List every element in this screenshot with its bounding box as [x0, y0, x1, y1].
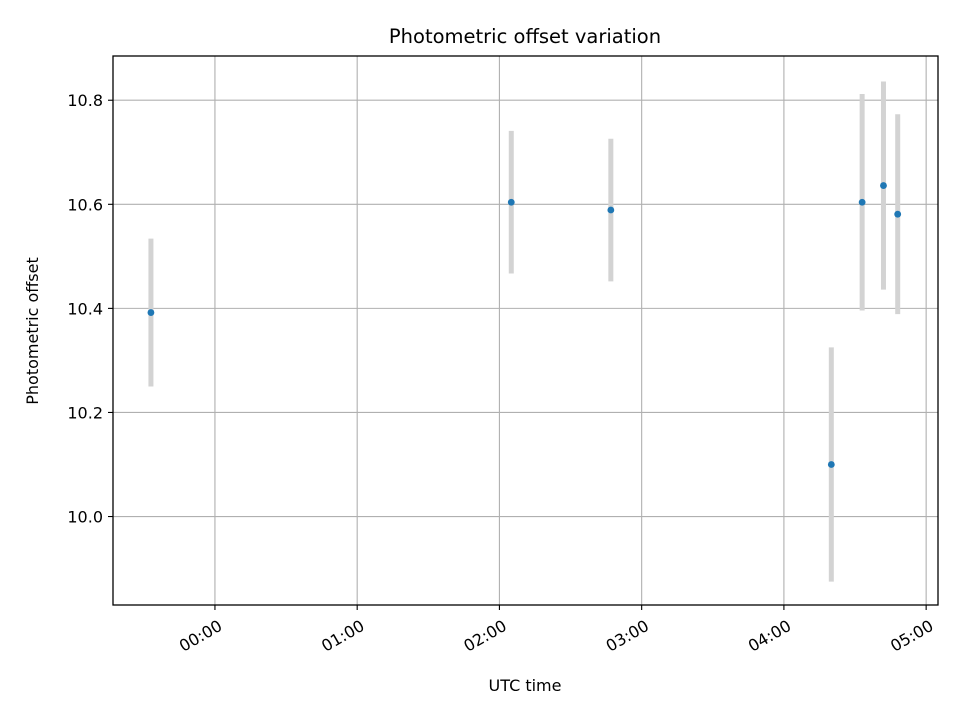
y-tick-label-0: 10.0: [67, 508, 103, 527]
data-point-4: [858, 198, 866, 206]
data-point-6: [894, 210, 902, 218]
chart-title: Photometric offset variation: [389, 25, 661, 48]
point-layer: [147, 182, 902, 468]
data-point-2: [607, 206, 615, 214]
data-point-5: [880, 182, 887, 189]
data-point-1: [507, 198, 515, 206]
y-axis: 10.0 10.2 10.4 10.6 10.8: [67, 91, 113, 527]
y-tick-label-2: 10.4: [67, 299, 103, 318]
data-point-3: [827, 461, 835, 468]
data-point-0: [147, 309, 155, 316]
y-tick-label-1: 10.2: [67, 403, 103, 422]
grid-layer: [113, 56, 938, 605]
y-axis-label: Photometric offset: [23, 257, 42, 405]
y-tick-label-3: 10.6: [67, 195, 103, 214]
plot-area-frame: [112, 55, 939, 606]
x-axis-label: UTC time: [489, 676, 562, 695]
y-tick-label-4: 10.8: [67, 91, 103, 110]
